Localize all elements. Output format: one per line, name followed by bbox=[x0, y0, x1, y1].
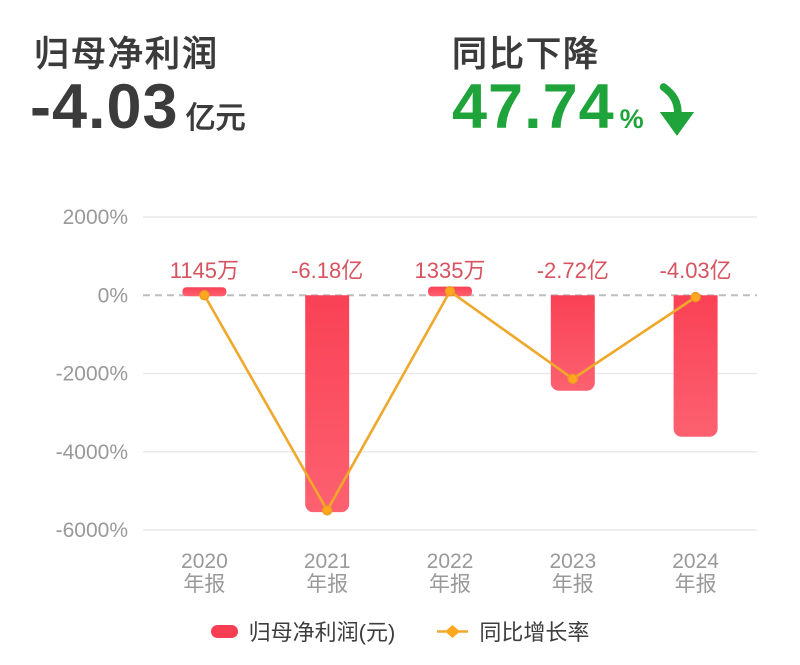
line-series-swatch-icon bbox=[437, 624, 469, 639]
legend-item-growth-rate: 同比增长率 bbox=[437, 615, 589, 647]
y-tick-label: 0% bbox=[98, 284, 128, 307]
growth-dot-2023年报 bbox=[567, 373, 578, 385]
bars bbox=[182, 286, 718, 513]
down-arrow-head bbox=[659, 111, 694, 136]
x-tick-label-2023: 2023 年报 bbox=[549, 550, 596, 596]
yoy-decline-unit: % bbox=[619, 104, 644, 134]
x-tick-label-2024: 2024 年报 bbox=[672, 550, 719, 596]
yoy-decline-number: 47.74 bbox=[452, 72, 615, 142]
gridlines bbox=[143, 216, 757, 531]
bar-2023年报 bbox=[550, 295, 595, 391]
y-tick-label: -4000% bbox=[56, 441, 128, 464]
yoy-decline-value: 47.74 % bbox=[452, 74, 698, 140]
y-tick-label: 2000% bbox=[63, 206, 128, 229]
legend-diamond bbox=[445, 624, 461, 638]
value-label-2024年报: -4.03亿 bbox=[660, 258, 732, 283]
value-label-2022年报: 1335万 bbox=[415, 258, 486, 283]
down-arrow-tail bbox=[659, 83, 682, 118]
bar-2024年报 bbox=[673, 295, 718, 437]
x-tick-label-2020: 2020 年报 bbox=[181, 550, 228, 596]
growth-dot-2024年报 bbox=[690, 291, 701, 303]
down-arrow-icon bbox=[654, 83, 698, 143]
x-axis-labels: 2020 年报 2021 年报 2022 年报 2023 年报 2024 年报 bbox=[181, 550, 719, 596]
value-label-2020年报: 1145万 bbox=[170, 258, 239, 283]
x-tick-label-2021: 2021 年报 bbox=[304, 550, 351, 596]
growth-rate-line bbox=[199, 286, 701, 516]
x-tick-label-2022: 2022 年报 bbox=[427, 550, 474, 596]
value-label-2021年报: -6.18亿 bbox=[291, 258, 363, 283]
bar-2021年报 bbox=[305, 295, 350, 513]
growth-dot-2020年报 bbox=[199, 290, 210, 301]
bar-series-swatch-icon bbox=[210, 624, 238, 638]
growth-dot-2021年报 bbox=[322, 505, 333, 516]
bar-series-label: 归母净利润(元) bbox=[248, 620, 396, 645]
value-label-2023年报: -2.72亿 bbox=[537, 258, 609, 283]
line-series-label: 同比增长率 bbox=[479, 620, 590, 645]
net-profit-number: -4.03 bbox=[30, 72, 179, 142]
net-profit-title: 归母净利润 bbox=[34, 35, 220, 74]
chart-legend: 归母净利润(元) 同比增长率 bbox=[0, 615, 800, 647]
legend-item-net-profit: 归母净利润(元) bbox=[210, 615, 396, 647]
y-tick-label: -2000% bbox=[56, 363, 128, 386]
net-profit-value: -4.03 亿元 bbox=[30, 74, 246, 140]
growth-line-path bbox=[203, 289, 697, 512]
bar-value-labels: 1145万 -6.18亿 1335万 -2.72亿 -4.03亿 bbox=[170, 258, 732, 283]
growth-dot-2022年报 bbox=[444, 286, 456, 297]
y-tick-label: -6000% bbox=[56, 519, 128, 542]
profit-growth-chart: 2000% 0% -2000% -4000% -6000% 1145万 -6.18亿 1335… bbox=[56, 206, 757, 596]
net-profit-unit: 亿元 bbox=[185, 102, 246, 135]
yoy-decline-title: 同比下降 bbox=[452, 35, 601, 74]
y-axis-labels: 2000% 0% -2000% -4000% -6000% bbox=[56, 206, 128, 542]
